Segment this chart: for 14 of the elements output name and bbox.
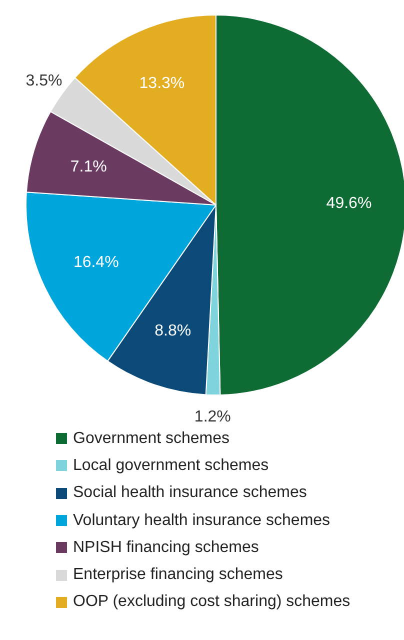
legend-label: Local government schemes <box>73 456 269 475</box>
legend-label: Social health insurance schemes <box>73 484 307 502</box>
data-label: 49.6% <box>326 195 372 212</box>
data-label: 1.2% <box>194 408 231 426</box>
data-label: 7.1% <box>70 158 107 176</box>
legend-label: OOP (excluding cost sharing) schemes <box>73 593 350 612</box>
data-label: 3.5% <box>26 72 62 90</box>
data-label: 13.3% <box>139 74 185 92</box>
data-label: 8.8% <box>154 322 192 340</box>
legend-label: Enterprise financing schemes <box>73 566 283 584</box>
data-label: 16.4% <box>73 254 119 272</box>
legend-label: NPISH financing schemes <box>73 538 259 557</box>
legend-label: Government schemes <box>73 430 230 448</box>
legend-label: Voluntary health insurance schemes <box>73 512 330 530</box>
